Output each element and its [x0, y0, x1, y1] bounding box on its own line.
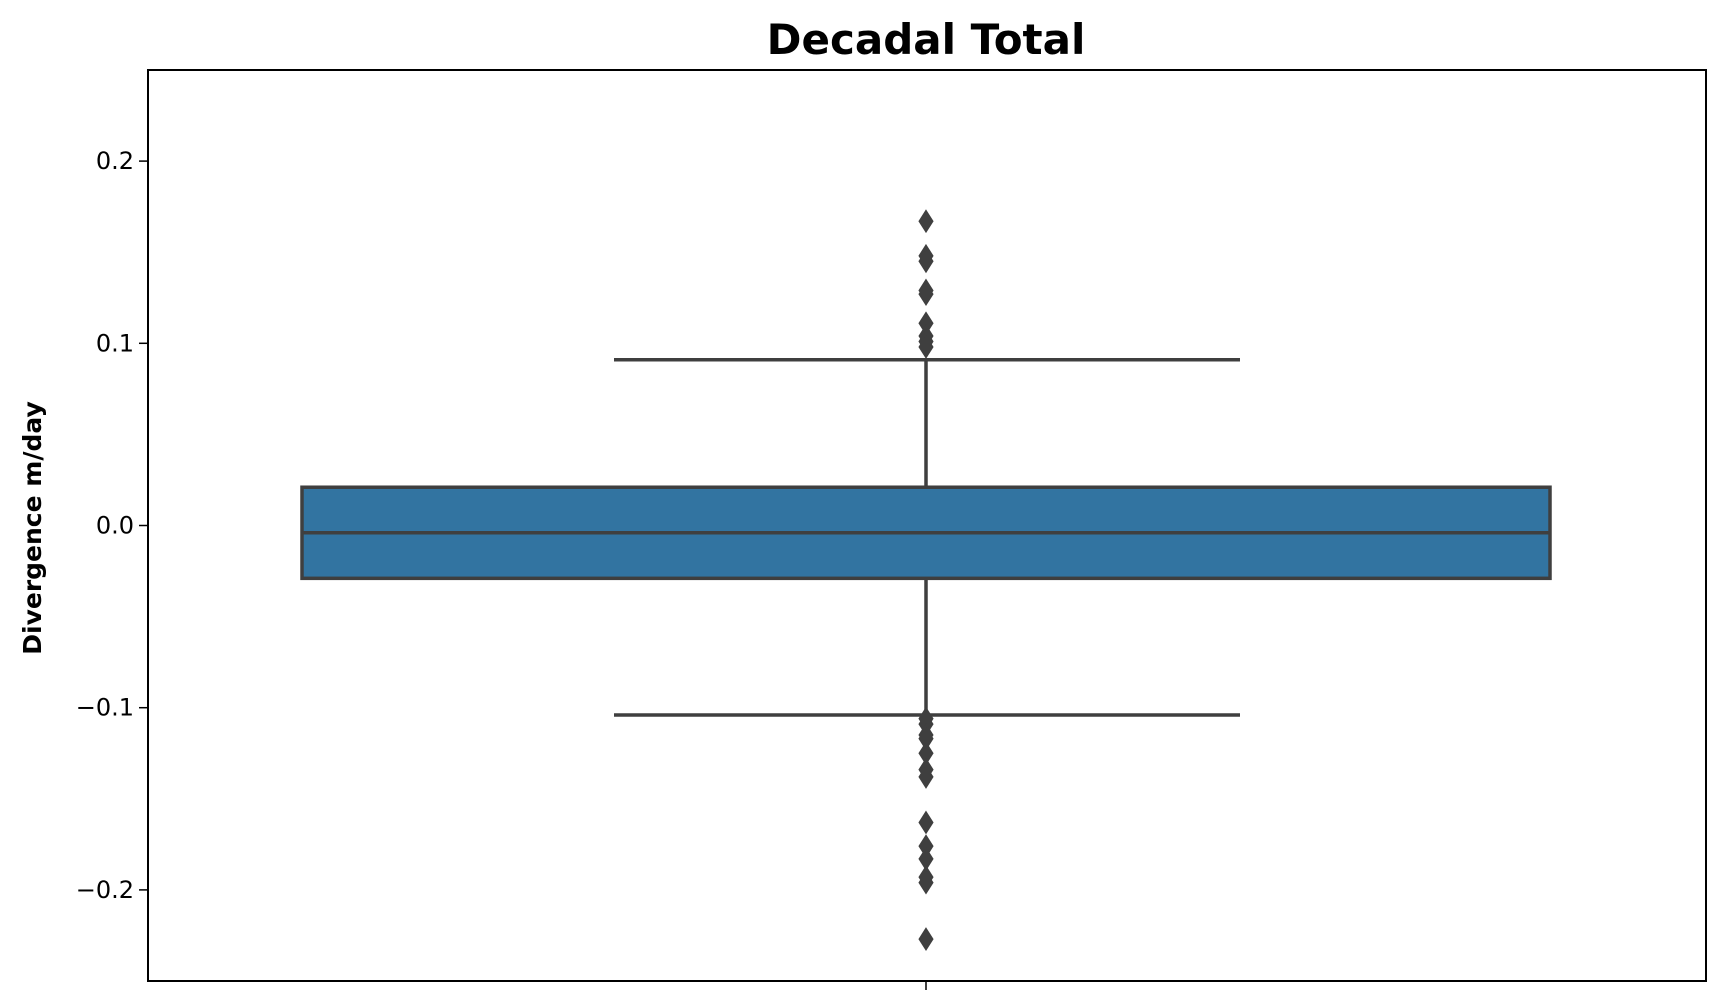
- y-tick-label: 0.2: [96, 147, 134, 175]
- outlier-point: [918, 927, 934, 952]
- outlier-point: [918, 282, 934, 307]
- y-tick-label: −0.1: [76, 694, 134, 722]
- outlier-point: [918, 335, 934, 359]
- y-axis-label: Divergence m/day: [18, 401, 47, 655]
- box: [300, 357, 1552, 717]
- outlier-point: [918, 765, 934, 789]
- y-tick-label: −0.2: [76, 876, 134, 904]
- y-tick-label: 0.0: [96, 512, 134, 540]
- outlier-point: [918, 870, 934, 895]
- outlier-point: [918, 249, 934, 274]
- outliers: [918, 209, 934, 952]
- outlier-point: [918, 209, 934, 234]
- y-tick-label: 0.1: [96, 329, 134, 357]
- y-axis-ticks: 0.2 0.1 0.0 −0.1 −0.2: [76, 147, 148, 904]
- outlier-point: [918, 810, 934, 835]
- chart-title: Decadal Total: [767, 15, 1086, 64]
